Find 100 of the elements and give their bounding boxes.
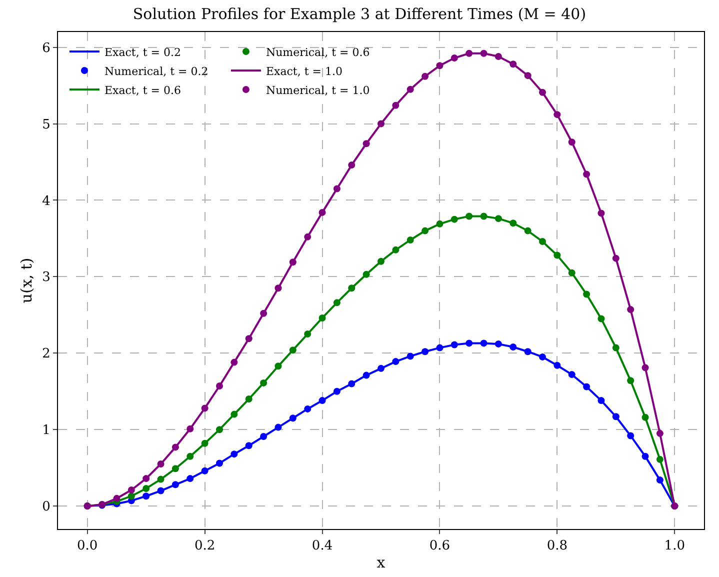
legend-label: Exact, t = 1.0 (266, 64, 342, 78)
point (494, 215, 502, 222)
point (333, 185, 340, 192)
legend-label: Exact, t = 0.2 (104, 46, 181, 59)
point (216, 426, 223, 434)
point (362, 270, 370, 278)
point (304, 233, 312, 240)
point (230, 358, 238, 366)
point (510, 220, 517, 227)
point (524, 227, 532, 234)
point (274, 284, 282, 292)
point (142, 475, 150, 482)
point (274, 424, 282, 431)
point (510, 344, 517, 351)
point (260, 310, 268, 317)
point (406, 352, 414, 360)
point (524, 72, 532, 80)
point (494, 52, 502, 60)
point (245, 396, 252, 403)
point (157, 487, 164, 494)
point (480, 50, 488, 57)
y-tick-label: 4 (42, 194, 50, 209)
y-tick-label: 2 (42, 346, 50, 362)
point (392, 358, 400, 366)
point (392, 246, 400, 254)
point (142, 492, 150, 500)
point (583, 383, 590, 390)
x-tick-label: 0.8 (546, 538, 568, 554)
point (333, 388, 340, 395)
point (348, 284, 356, 292)
x-tick-label: 0.2 (194, 538, 216, 554)
point (583, 290, 590, 298)
point (598, 397, 605, 404)
point (480, 212, 488, 220)
point (436, 344, 444, 352)
point (186, 425, 194, 432)
point (274, 362, 282, 370)
point (289, 346, 296, 354)
point (554, 362, 561, 369)
point (333, 299, 340, 306)
point (348, 380, 356, 388)
point (392, 102, 400, 109)
point (113, 494, 120, 502)
point (172, 465, 179, 472)
point (201, 467, 208, 474)
point (642, 364, 649, 372)
point (539, 353, 546, 360)
point (260, 432, 268, 440)
legend-label: Exact, t = 0.6 (104, 84, 181, 97)
point (128, 486, 135, 494)
point (378, 120, 384, 128)
legend-label: Numerical, t = 1.0 (266, 84, 370, 97)
x-tick-label: 0.6 (429, 538, 450, 554)
point (612, 413, 620, 420)
point (289, 258, 296, 266)
point (245, 335, 252, 342)
point (422, 227, 429, 234)
point (142, 484, 150, 492)
y-tick-label: 3 (42, 270, 50, 286)
point (568, 371, 576, 378)
chart-title: Solution Profiles for Example 3 at Different Times (M = 40) (132, 5, 586, 24)
point (612, 254, 620, 262)
point (450, 216, 458, 223)
point (157, 460, 164, 468)
point (422, 72, 429, 80)
point (378, 258, 384, 265)
point (554, 252, 561, 259)
point (583, 170, 590, 178)
y-tick-label: 0 (42, 500, 50, 515)
point (568, 269, 576, 276)
point (201, 440, 208, 447)
point (450, 54, 458, 62)
point (245, 442, 252, 450)
point (304, 330, 312, 338)
point (524, 348, 532, 356)
x-tick-label: 0.0 (77, 538, 98, 554)
point (494, 340, 502, 348)
point (612, 344, 620, 352)
point (348, 162, 356, 169)
point (157, 476, 164, 483)
point (172, 481, 179, 488)
point (230, 450, 238, 458)
legend-label: Numerical, t = 0.6 (266, 46, 370, 59)
point (378, 364, 384, 372)
point (510, 60, 517, 68)
point (318, 397, 326, 404)
point (466, 212, 473, 220)
point (128, 492, 135, 500)
x-tick-label: 1.0 (664, 538, 685, 554)
point (450, 341, 458, 348)
point (289, 414, 296, 422)
point (186, 475, 194, 482)
y-tick-label: 6 (42, 40, 50, 56)
point (627, 306, 634, 314)
point (216, 460, 223, 467)
point (656, 456, 664, 463)
point (318, 208, 326, 216)
point (627, 377, 634, 384)
point (480, 340, 488, 347)
point (598, 210, 605, 217)
